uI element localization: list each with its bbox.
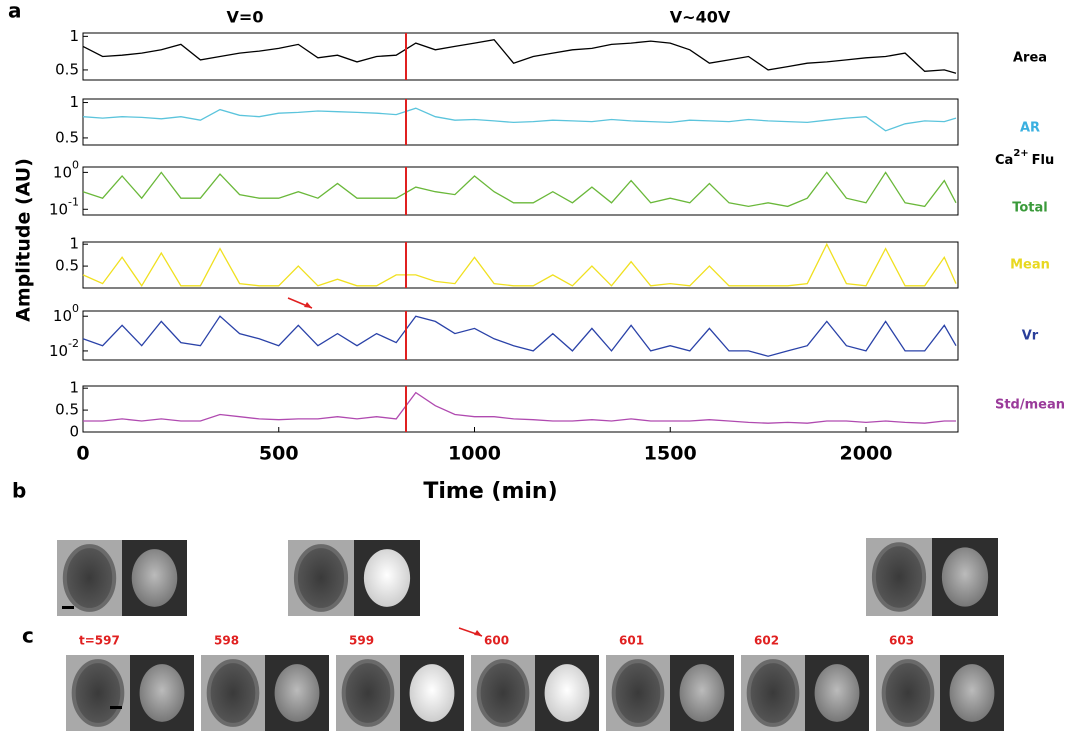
fluorescence-organoid [941, 547, 989, 607]
brightfield-organoid [476, 659, 530, 727]
brightfield-organoid [341, 659, 395, 727]
axes-box [82, 310, 959, 361]
panel-label: c [22, 624, 34, 648]
condition: V=0 [227, 8, 264, 27]
time-label: 602 [754, 634, 779, 648]
micrographs [57, 538, 1004, 731]
panel-label: a [8, 0, 22, 23]
time-label: t=597 [79, 634, 120, 648]
brightfield-organoid [71, 659, 125, 727]
y-tick-label: 10-2 [49, 337, 79, 360]
brightfield-organoid [293, 544, 349, 612]
time-label: 600 [484, 634, 509, 648]
brightfield-organoid [881, 659, 935, 727]
time-label: 599 [349, 634, 374, 648]
group-label: Ca2+ Flu [995, 148, 1054, 168]
x-tick-label: 1000 [448, 443, 501, 465]
y-tick-label: 100 [53, 158, 79, 181]
axes-box [82, 32, 959, 81]
y-tick-label: 0.5 [55, 401, 79, 419]
series-label: Area [1013, 51, 1047, 66]
series-label: Std/mean [995, 398, 1065, 413]
time-label: 603 [889, 634, 914, 648]
y-tick-label: 1 [69, 235, 79, 253]
fluorescence-organoid [409, 664, 455, 722]
x-tick-label: 0 [76, 443, 89, 465]
series-label: Vr [1022, 329, 1039, 344]
series-label: AR [1020, 121, 1040, 136]
fluorescence-organoid [544, 664, 590, 722]
y-tick-label: 100 [53, 302, 79, 325]
fluorescence-organoid [679, 664, 725, 722]
brightfield-organoid [206, 659, 260, 727]
time-label: 601 [619, 634, 644, 648]
brightfield-organoid [871, 542, 927, 612]
y-tick-label: 0 [69, 423, 79, 441]
y-axis-label: Amplitude (AU) [13, 158, 35, 322]
brightfield-organoid [611, 659, 665, 727]
y-tick-label: 10-1 [49, 195, 79, 218]
y-tick-label: 1 [69, 27, 79, 45]
fluorescence-organoid [274, 664, 320, 722]
series-line [83, 391, 956, 424]
series-line [82, 242, 957, 288]
y-tick-exponent: 0 [72, 158, 79, 171]
brightfield-organoid [746, 659, 800, 727]
series-line [82, 315, 957, 357]
panel-label: b [12, 479, 26, 503]
series-line [82, 107, 957, 132]
y-tick-label: 0.5 [55, 128, 79, 146]
y-tick-base: 10 [53, 163, 72, 181]
x-tick-label: 2000 [840, 443, 893, 465]
series-label: Mean [1010, 258, 1050, 273]
series-line [82, 38, 957, 74]
y-tick-label: 1 [69, 93, 79, 111]
scale-bar [110, 706, 122, 709]
series-label: Total [1012, 201, 1048, 216]
arrow-head [474, 630, 482, 636]
fluorescence-organoid [131, 549, 178, 607]
series-line [82, 171, 957, 208]
y-tick-exponent: 0 [72, 302, 79, 315]
y-tick-label: 0.5 [55, 257, 79, 275]
y-tick-base: 10 [49, 200, 68, 218]
condition: V~40V [670, 8, 731, 27]
brightfield-organoid [62, 544, 117, 612]
time-label: 598 [214, 634, 239, 648]
fluorescence-organoid [363, 549, 411, 607]
y-tick-exponent: -2 [68, 337, 79, 350]
y-tick-label: 1 [69, 379, 79, 397]
y-tick-base: 10 [49, 341, 68, 359]
axes-box [82, 385, 959, 433]
fluorescence-organoid [949, 664, 995, 722]
y-tick-label: 0.5 [55, 60, 79, 78]
axes-box [82, 166, 959, 216]
scale-bar [62, 606, 74, 609]
y-tick-base: 10 [53, 307, 72, 325]
axes-box [82, 98, 959, 146]
x-axis-label: Time (min) [423, 479, 557, 504]
fluorescence-organoid [139, 664, 185, 722]
x-tick-label: 500 [259, 443, 299, 465]
fluorescence-organoid [814, 664, 860, 722]
x-tick-label: 1500 [644, 443, 697, 465]
axes-box [82, 241, 959, 289]
arrow-head [304, 302, 312, 308]
y-tick-exponent: -1 [68, 195, 79, 208]
